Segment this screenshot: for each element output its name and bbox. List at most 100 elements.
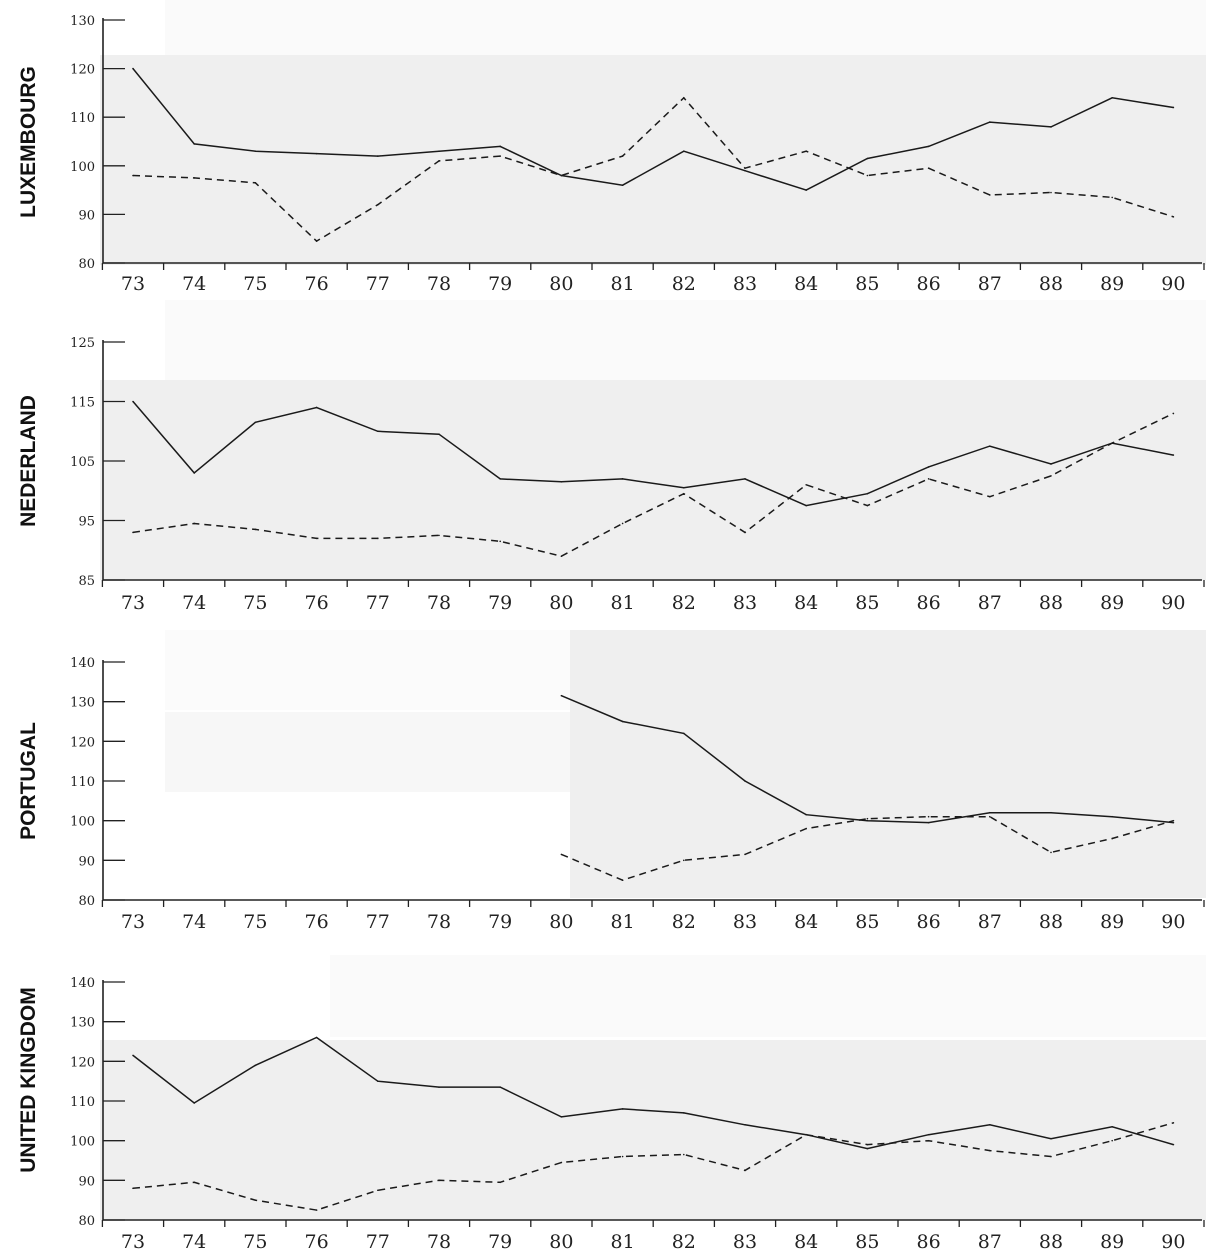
series-line-dashed	[132, 412, 1174, 557]
data-point-solid	[193, 1102, 195, 1104]
data-point-dashed	[499, 540, 502, 543]
data-point-dashed	[621, 522, 624, 525]
data-point-solid	[744, 169, 746, 172]
data-point-dashed	[193, 1181, 195, 1184]
x-tick-label: 79	[488, 273, 512, 295]
data-point-dashed	[193, 177, 195, 179]
data-point-dashed	[1050, 191, 1052, 194]
x-tick-label: 75	[243, 592, 267, 614]
data-point-solid	[1050, 1137, 1052, 1140]
data-point-dashed	[560, 1161, 563, 1164]
data-point-dashed	[989, 1149, 991, 1152]
series-line-dashed	[132, 96, 1174, 243]
x-tick-label: 81	[611, 592, 635, 614]
data-point-solid	[621, 184, 624, 187]
data-point-dashed	[377, 1189, 379, 1192]
data-point-solid	[1050, 811, 1052, 814]
background-band	[100, 55, 1206, 265]
x-tick-label: 89	[1100, 911, 1124, 933]
data-point-solid	[1111, 815, 1113, 818]
y-tick-label: 130	[70, 1016, 95, 1031]
x-tick-label: 79	[488, 1231, 512, 1249]
data-point-solid	[989, 121, 991, 123]
data-point-dashed	[621, 879, 624, 881]
y-tick-label: 100	[70, 1135, 95, 1150]
background-band	[330, 955, 1206, 1037]
data-point-solid	[193, 143, 195, 145]
x-tick-label: 80	[549, 911, 573, 933]
data-point-solid	[377, 1080, 379, 1082]
data-point-dashed	[683, 96, 685, 99]
data-point-dashed	[438, 160, 440, 162]
data-point-dashed	[1111, 442, 1113, 444]
x-tick-label: 81	[611, 1231, 635, 1249]
x-tick-label: 90	[1161, 273, 1185, 295]
background-band	[570, 630, 1206, 898]
data-point-solid	[438, 150, 440, 153]
data-point-dashed	[1050, 475, 1052, 477]
data-point-dashed	[1172, 819, 1175, 822]
x-tick-label: 87	[978, 911, 1002, 933]
x-tick-label: 73	[121, 273, 145, 295]
x-tick-label: 87	[978, 592, 1002, 614]
y-tick-label: 100	[70, 815, 95, 830]
y-tick-label: 80	[78, 894, 95, 909]
y-tick-label: 110	[70, 775, 95, 790]
x-tick-label: 86	[917, 592, 941, 614]
x-tick-label: 83	[733, 911, 757, 933]
x-tick-label: 74	[182, 273, 206, 295]
data-point-solid	[1111, 1125, 1113, 1128]
data-point-solid	[377, 155, 379, 157]
x-tick-label: 88	[1039, 273, 1063, 295]
x-tick-label: 77	[366, 1231, 390, 1249]
data-point-dashed	[744, 531, 746, 534]
x-tick-label: 73	[121, 1231, 145, 1249]
data-point-solid	[315, 1036, 318, 1039]
data-point-solid	[193, 472, 195, 474]
y-tick-label: 120	[70, 63, 95, 78]
country-label: PORTUGAL	[17, 722, 40, 840]
y-tick-label: 110	[70, 111, 95, 126]
x-tick-label: 89	[1100, 1231, 1124, 1249]
y-tick-label: 105	[70, 455, 95, 470]
x-tick-label: 81	[611, 273, 635, 295]
data-point-solid	[805, 813, 807, 816]
series-line-solid	[132, 68, 1174, 191]
x-tick-label: 84	[794, 911, 818, 933]
data-point-solid	[866, 157, 869, 160]
data-point-dashed	[315, 537, 318, 540]
y-tick-label: 140	[70, 976, 95, 991]
data-point-dashed	[132, 174, 134, 177]
x-tick-label: 85	[855, 592, 879, 614]
data-point-solid	[683, 1112, 685, 1114]
x-tick-label: 89	[1100, 592, 1124, 614]
data-point-solid	[560, 481, 563, 483]
data-point-solid	[1111, 96, 1113, 99]
data-point-dashed	[744, 853, 746, 856]
data-point-solid	[560, 694, 563, 697]
country-label: UNITED KINGDOM	[17, 987, 40, 1173]
x-tick-label: 83	[733, 592, 757, 614]
x-tick-label: 78	[427, 592, 451, 614]
y-tick-label: 115	[70, 396, 95, 411]
x-tick-label: 83	[733, 273, 757, 295]
x-tick-label: 77	[366, 911, 390, 933]
y-tick-label: 95	[78, 515, 95, 530]
x-tick-label: 89	[1100, 273, 1124, 295]
data-point-solid	[254, 1064, 257, 1067]
x-tick-label: 88	[1039, 1231, 1063, 1249]
data-point-solid	[744, 1124, 746, 1126]
x-tick-label: 73	[121, 911, 145, 933]
data-point-dashed	[683, 859, 685, 862]
data-point-dashed	[560, 174, 563, 177]
data-point-dashed	[989, 495, 991, 498]
background-band	[165, 0, 1206, 55]
panel-portugal: 80 90 100 110 120 130 140 73 74 75 76 77 78 79 80 81 82 8…	[17, 630, 1206, 933]
x-tick-label: 75	[243, 273, 267, 295]
data-point-solid	[132, 400, 134, 403]
data-point-dashed	[377, 203, 379, 206]
data-point-solid	[438, 1086, 440, 1088]
x-tick-label: 86	[917, 911, 941, 933]
data-point-solid	[866, 492, 869, 495]
